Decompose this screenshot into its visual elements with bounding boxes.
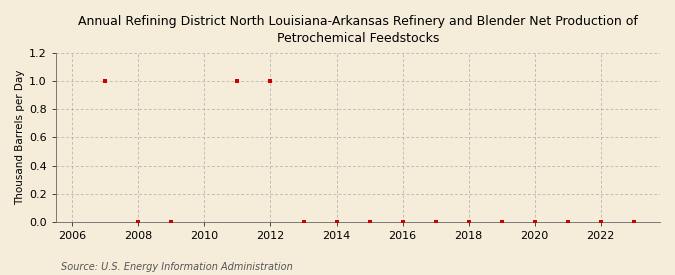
Point [463, 219, 474, 224]
Point [562, 219, 573, 224]
Point [331, 219, 342, 224]
Text: Source: U.S. Energy Information Administration: Source: U.S. Energy Information Administ… [61, 262, 292, 272]
Point [397, 219, 408, 224]
Point [529, 219, 540, 224]
Y-axis label: Thousand Barrels per Day: Thousand Barrels per Day [15, 70, 25, 205]
Title: Annual Refining District North Louisiana-Arkansas Refinery and Blender Net Produ: Annual Refining District North Louisiana… [78, 15, 638, 45]
Point [166, 219, 177, 224]
Point [265, 79, 276, 83]
Point [100, 79, 111, 83]
Point [496, 219, 507, 224]
Point [364, 219, 375, 224]
Point [595, 219, 606, 224]
Point [298, 219, 309, 224]
Point [430, 219, 441, 224]
Point [628, 219, 639, 224]
Point [133, 219, 144, 224]
Point [232, 79, 243, 83]
